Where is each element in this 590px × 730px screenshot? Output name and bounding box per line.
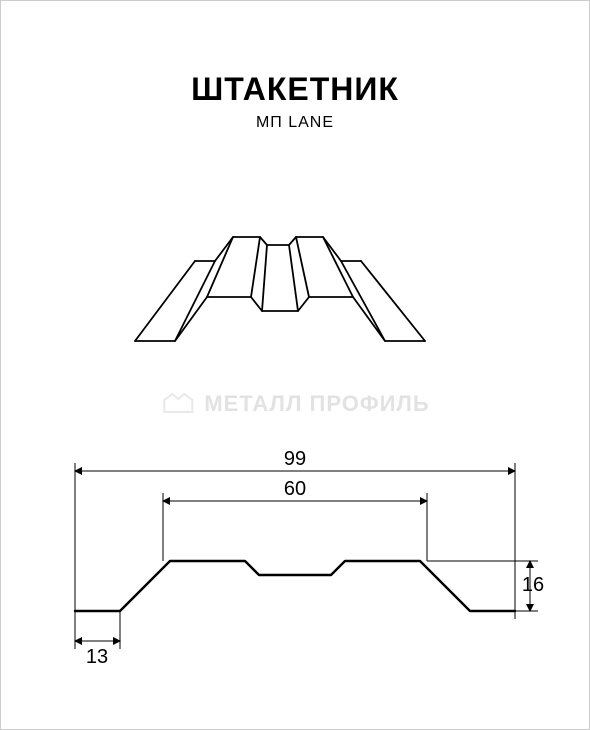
dim-top-width-label: 60 [284, 478, 306, 500]
watermark: МЕТАЛЛ ПРОФИЛЬ [160, 386, 429, 422]
page-subtitle: МП LANE [1, 114, 589, 132]
dim-flange [75, 611, 120, 649]
watermark-text: МЕТАЛЛ ПРОФИЛЬ [204, 391, 429, 417]
isometric-view [115, 201, 475, 386]
title-block: ШТАКЕТНИК МП LANE [1, 71, 589, 132]
watermark-logo-icon [160, 386, 196, 422]
profile-path [75, 561, 515, 611]
cross-section-view: 99 60 16 13 [35, 441, 555, 676]
dim-flange-label: 13 [86, 646, 108, 668]
isometric-svg [115, 201, 475, 381]
dim-total-width-label: 99 [284, 448, 306, 470]
dim-top-width [163, 493, 427, 561]
dim-height-label: 16 [522, 574, 544, 596]
page-title: ШТАКЕТНИК [1, 71, 589, 108]
cross-section-svg: 99 60 16 13 [35, 441, 555, 671]
